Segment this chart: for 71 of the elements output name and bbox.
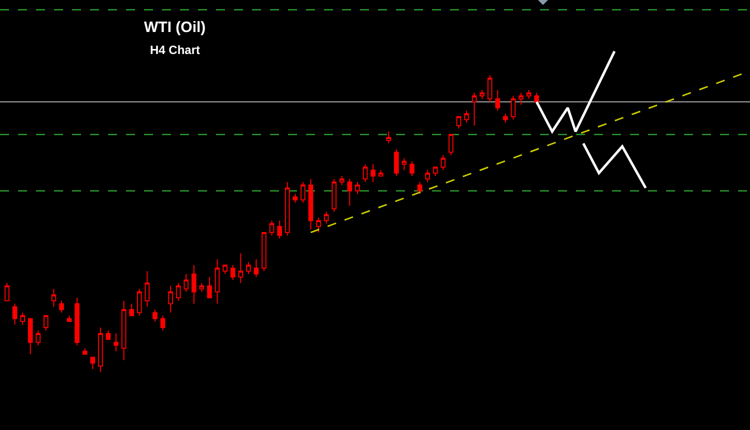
candlestick <box>121 300 126 361</box>
candlestick <box>440 154 446 171</box>
candlestick <box>347 178 352 206</box>
candlestick <box>222 264 228 275</box>
candlestick <box>114 332 118 352</box>
candlestick <box>137 288 142 316</box>
candlestick <box>160 315 166 331</box>
candlestick <box>36 330 41 346</box>
candlestick <box>300 182 306 204</box>
candlestick <box>332 178 337 212</box>
candlestick <box>277 220 282 239</box>
candlestick <box>66 315 72 322</box>
candlestick <box>129 303 134 316</box>
candlestick <box>308 178 314 230</box>
candlestick <box>238 252 244 284</box>
candlestick <box>456 116 462 130</box>
candlestick <box>192 264 196 304</box>
candlestick <box>378 170 384 177</box>
candlestick <box>51 288 56 308</box>
candlestick <box>402 158 407 171</box>
candlestick <box>534 92 540 106</box>
candlestick <box>269 220 274 236</box>
candlestick <box>59 300 64 314</box>
candlestick <box>370 164 376 182</box>
candlestick <box>214 258 220 304</box>
candlestick <box>316 217 321 233</box>
candlestick <box>44 315 48 331</box>
candlestick <box>184 274 189 292</box>
candlestick <box>28 318 33 355</box>
candlestick <box>362 164 368 182</box>
candlestick <box>510 95 516 120</box>
candlestick <box>417 182 422 194</box>
candlestick <box>324 211 329 224</box>
candlestick <box>448 134 454 156</box>
candlestick <box>284 182 290 236</box>
candlestick <box>12 303 18 326</box>
candlestick <box>464 110 469 124</box>
candlestick <box>98 327 103 373</box>
candlestick <box>410 160 414 177</box>
candlestick <box>4 282 10 302</box>
chart-title: WTI (Oil) <box>144 19 206 36</box>
candlestick <box>176 282 181 302</box>
candlestick <box>518 92 524 106</box>
candlestick <box>152 309 158 322</box>
candlestick <box>20 312 25 326</box>
candlestick <box>246 262 251 275</box>
candlestick <box>106 330 111 340</box>
candlestick <box>292 193 298 204</box>
chart-subtitle: H4 Chart <box>150 43 200 57</box>
candlestick <box>74 297 80 346</box>
candlestick <box>487 74 492 102</box>
candlestick <box>503 113 508 124</box>
candlestick <box>207 276 212 298</box>
candlestick <box>168 285 173 314</box>
candlestick <box>199 282 204 292</box>
candlestick <box>90 356 96 370</box>
candlestick <box>394 148 399 177</box>
candlestick <box>230 264 236 280</box>
candlestick <box>480 89 484 100</box>
candlestick <box>526 89 532 100</box>
candlestick <box>254 258 259 278</box>
candlestick <box>82 348 88 355</box>
candlestick <box>425 170 430 182</box>
candlestick <box>472 92 477 126</box>
candlestick <box>144 270 150 308</box>
candlestick <box>386 131 392 144</box>
candlestick <box>339 176 344 186</box>
candlestick <box>355 182 360 194</box>
candlestick <box>495 89 500 112</box>
candlestick <box>262 232 266 272</box>
candlestick <box>432 166 438 177</box>
